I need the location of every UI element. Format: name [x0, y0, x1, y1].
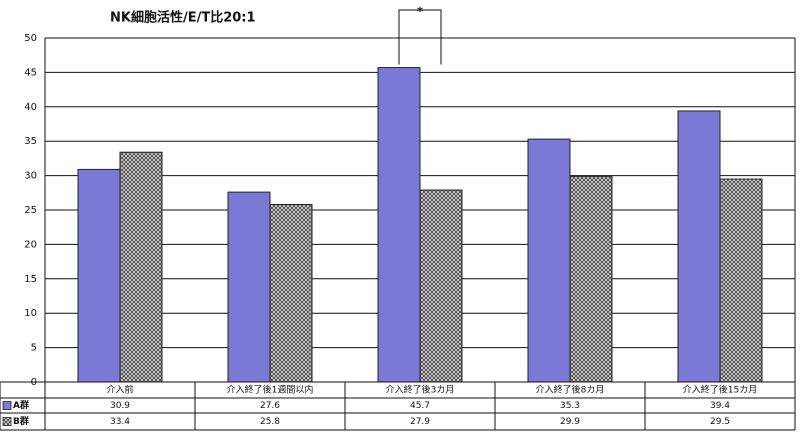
bar — [377, 67, 421, 383]
x-tick-label: 介入終了後3カ月 — [386, 384, 455, 396]
table-value: 45.7 — [410, 401, 430, 411]
y-tick-label: 5 — [31, 343, 37, 354]
table-value: 29.5 — [710, 417, 730, 427]
y-tick-label: 40 — [24, 102, 37, 113]
x-tick-label: 介入前 — [106, 384, 133, 396]
legend-label: B群 — [13, 415, 29, 427]
table-value: 27.6 — [260, 401, 280, 411]
table-value: 33.4 — [110, 417, 130, 427]
table-value: 27.9 — [410, 417, 430, 427]
y-tick-label: 50 — [24, 33, 37, 44]
x-tick-label: 介入終了後1週間以内 — [227, 384, 314, 396]
significance-bracket — [398, 9, 442, 65]
table-value: 39.4 — [710, 401, 730, 411]
table-value: 25.8 — [260, 417, 280, 427]
legend-marker — [2, 401, 12, 410]
x-tick-label: 介入終了後15カ月 — [683, 384, 757, 396]
bar — [419, 189, 463, 383]
table-value: 29.9 — [560, 417, 580, 427]
bar — [119, 151, 163, 383]
chart-title: NK細胞活性/E/T比20:1 — [110, 10, 256, 26]
bar — [77, 168, 121, 383]
y-tick-label: 20 — [24, 239, 37, 250]
annotation: * — [417, 5, 424, 19]
bar — [269, 203, 313, 383]
legend-label: A群 — [13, 399, 29, 411]
table-value: 35.3 — [560, 401, 580, 411]
y-tick-label: 35 — [24, 136, 37, 147]
x-tick-label: 介入終了後8カ月 — [536, 384, 605, 396]
y-tick-label: 15 — [24, 274, 37, 285]
y-tick-label: 30 — [24, 171, 37, 182]
bar — [569, 175, 613, 383]
table-value: 30.9 — [110, 401, 130, 411]
y-tick-label: 45 — [24, 67, 37, 78]
y-tick-label: 10 — [24, 308, 37, 319]
bar — [719, 178, 763, 383]
legend-marker — [2, 417, 12, 426]
y-tick-label: 25 — [24, 205, 37, 216]
bar — [677, 110, 721, 383]
bar — [227, 191, 271, 383]
bar — [527, 138, 571, 383]
